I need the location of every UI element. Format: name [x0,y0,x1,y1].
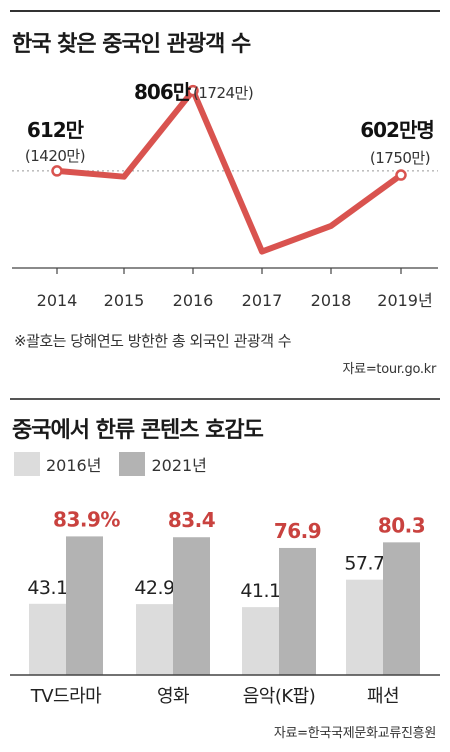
category-label: TV드라마 [30,686,102,707]
bar-2016년-영화 [136,604,173,675]
legend-swatch-2016 [14,452,40,476]
category-label: 음악(K팝) [243,686,316,707]
section-divider [10,398,440,400]
bar-2021년-패션 [383,542,420,675]
top-rule [10,10,440,12]
x-tick-label: 2019년 [377,291,432,310]
bar-2016년-음악(K팝) [242,607,279,675]
bar-chart-title: 중국에서 한류 콘텐츠 호감도 [12,418,264,443]
annotation-2019-value: 602만명 [360,118,434,142]
bar-value-label: 76.9 [274,519,321,543]
bar-value-label: 83.9% [53,507,120,531]
bar-2021년-영화 [173,537,210,675]
legend-label-2016: 2016년 [46,456,102,475]
bar-chart-legend: 2016년 2021년 [14,452,225,476]
bar-value-label: 80.3 [378,513,425,537]
bar-2016년-TV드라마 [29,603,66,675]
bar-value-label: 41.1 [240,580,280,602]
data-point-2019년 [395,169,407,181]
legend-label-2021: 2021년 [151,456,207,475]
data-point-2016 [187,84,199,97]
annotation-2016-value: 806만 [134,80,192,104]
bar-2021년-음악(K팝) [279,547,316,675]
bar-2016년-패션 [346,579,383,675]
legend-item-2016: 2016년 [14,452,101,476]
x-tick-label: 2018 [311,291,352,310]
line-chart: 2014 2015 2016 2017 2018 2019년 612만 (1420만) 806만… [12,80,438,310]
x-tick-label: 2016 [173,291,214,310]
legend-item-2021: 2021년 [119,452,207,476]
category-label: 패션 [367,686,399,707]
bar-value-label: 42.9 [134,577,174,599]
bar-value-label: 83.4 [168,508,215,532]
series-line [54,87,404,255]
data-point-2014 [51,165,63,177]
footnote: ※괄호는 당해연도 방한한 총 외국인 관광객 수 [14,332,292,350]
line-chart-title: 한국 찾은 중국인 관광객 수 [12,32,251,57]
bar-2021년-TV드라마 [66,536,103,675]
x-tick-label: 2014 [37,291,78,310]
annotation-2014-value: 612만 [27,118,85,142]
bar-value-label: 57.7 [344,553,384,575]
annotation-2016-total: (1724만) [193,84,253,102]
bar-chart-source: 자료=한국국제문화교류진흥원 [273,726,436,741]
annotation-2014-total: (1420만) [25,147,85,165]
annotation-2019-total: (1750만) [370,149,430,167]
category-label: 영화 [157,686,189,707]
legend-swatch-2021 [119,452,146,476]
x-tick-label: 2017 [242,291,283,310]
x-tick-label: 2015 [104,291,145,310]
bar-value-label: 43.1 [27,577,67,599]
line-chart-source: 자료=tour.go.kr [342,362,437,377]
